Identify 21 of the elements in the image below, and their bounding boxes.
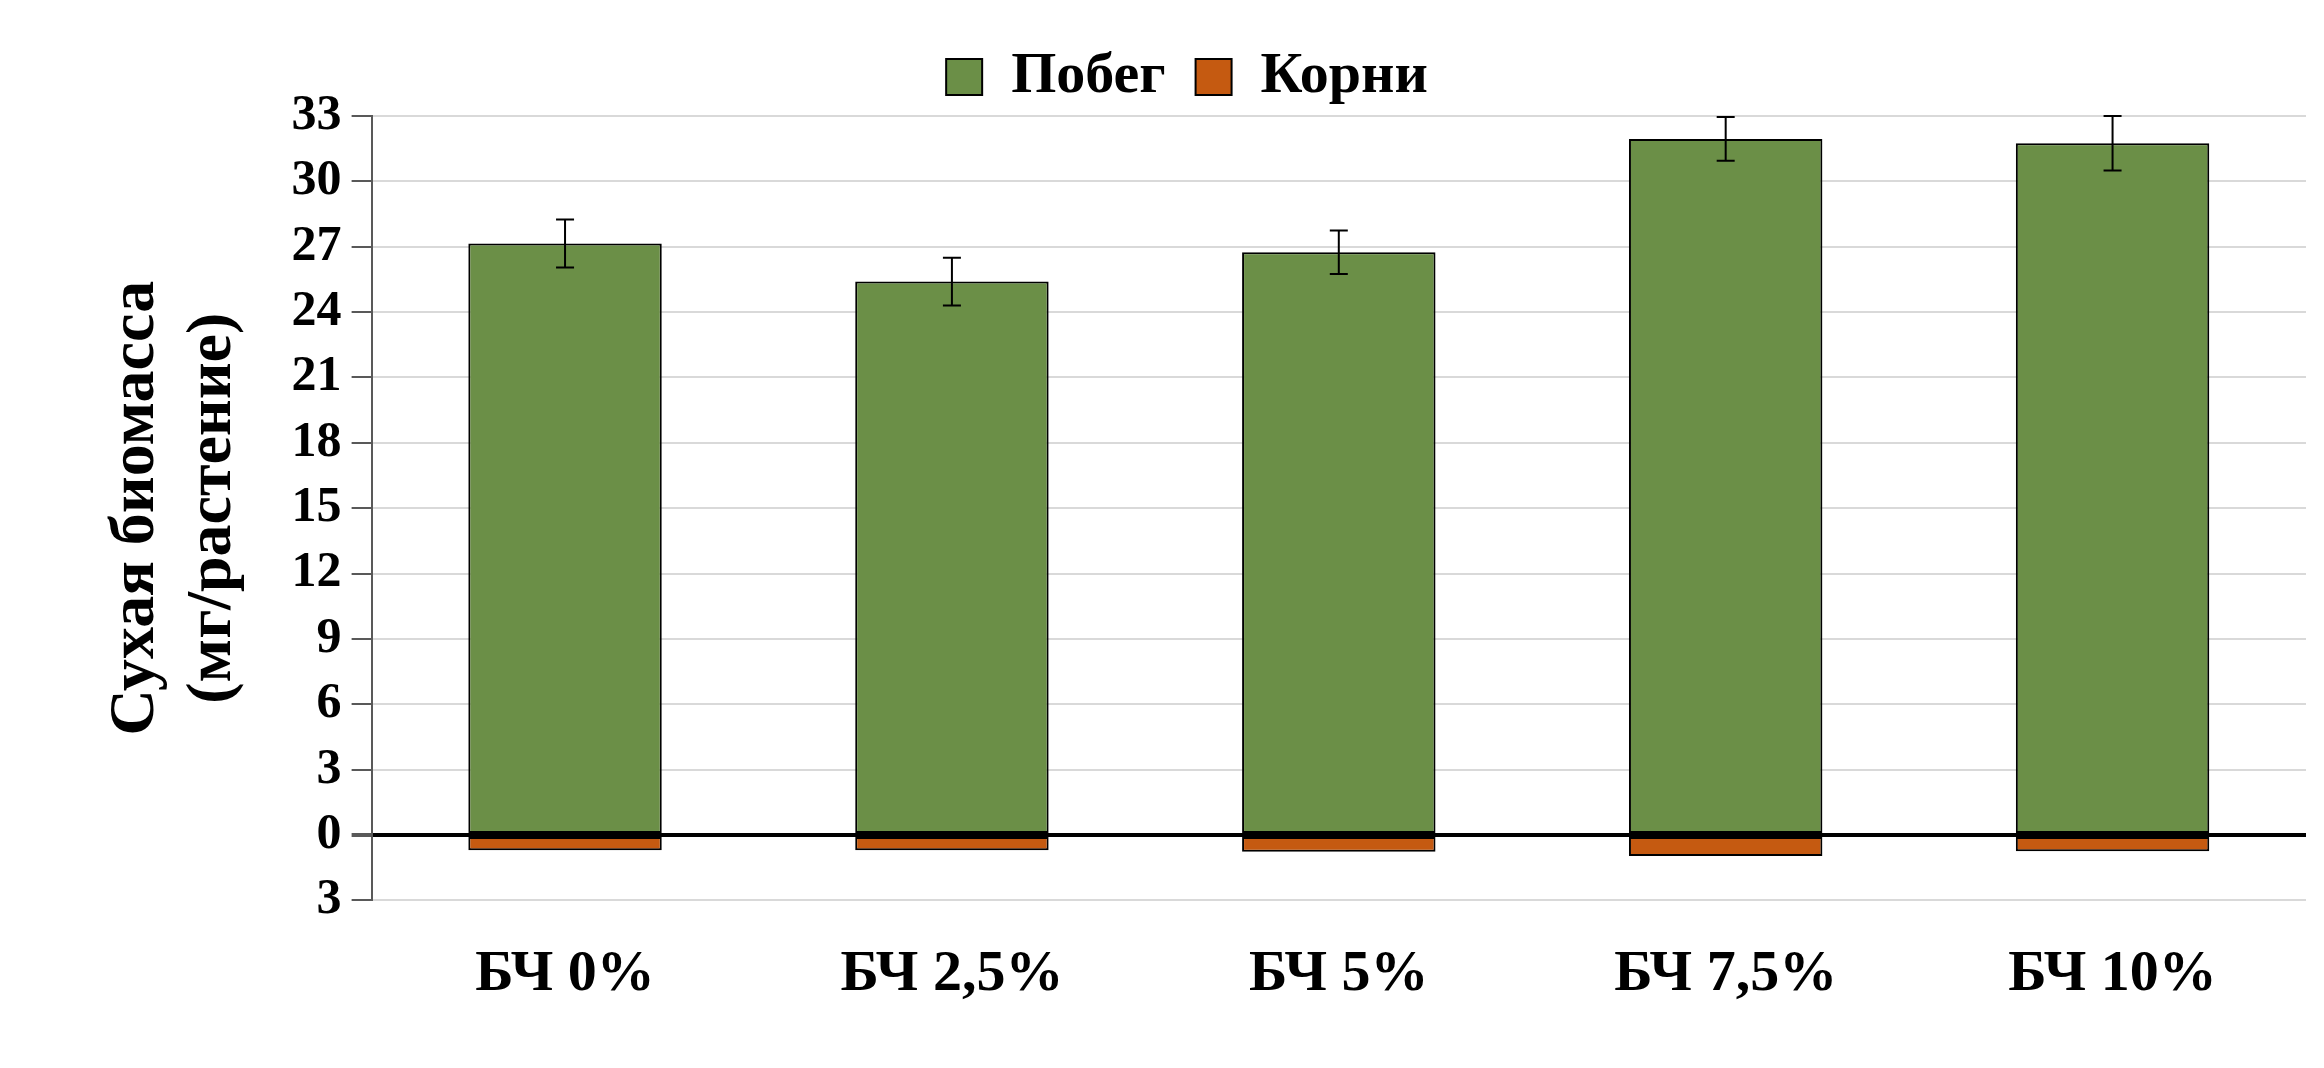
- x-tick-label: БЧ 2,5%: [840, 938, 1064, 1004]
- y-tick-label: 24: [291, 280, 342, 337]
- x-tick-label: БЧ 0%: [475, 938, 655, 1004]
- y-tick-label: 6: [316, 672, 342, 729]
- x-tick-label: БЧ 5%: [1249, 938, 1429, 1004]
- legend-label: Корни: [1260, 39, 1428, 105]
- y-tick-label: 15: [291, 476, 342, 533]
- y-axis-title: Сухая биомасса (мг/растение): [95, 280, 244, 736]
- y-tick-label: 21: [291, 345, 342, 402]
- y-tick-label: 3: [316, 868, 342, 925]
- y-tick-label: 33: [291, 83, 342, 140]
- y-tick-label: 27: [291, 214, 342, 271]
- y-tick-label: 3: [316, 737, 342, 794]
- y-tick-label: 0: [316, 802, 342, 859]
- y-tick-label: 30: [291, 149, 342, 206]
- legend-label: Побег: [1011, 39, 1166, 105]
- y-tick-label: 18: [291, 410, 342, 467]
- x-tick-label: БЧ 7,5%: [1614, 938, 1838, 1004]
- y-tick-label: 12: [291, 541, 342, 598]
- x-tick-label: БЧ 10%: [2008, 938, 2217, 1004]
- y-tick-label: 9: [316, 606, 342, 663]
